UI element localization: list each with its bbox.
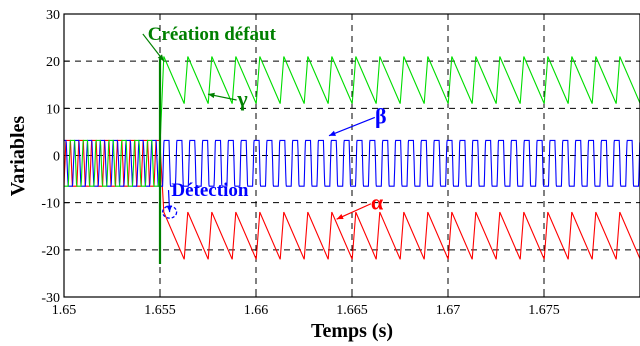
x-tick-label: 1.675 (528, 303, 560, 318)
y-tick-label: 10 (46, 102, 60, 117)
annotation-arrowhead (157, 54, 164, 62)
annotation-label: Création défaut (148, 24, 277, 45)
x-tick-label: 1.67 (436, 303, 461, 318)
x-axis-label: Temps (s) (311, 320, 393, 342)
y-tick-label: 0 (53, 150, 60, 165)
tick-labels: 1.65 1.655 1.66 1.665 1.67 1.675 30 20 10 0 -10 -20… (41, 8, 559, 318)
annotation-arrowhead (166, 205, 173, 213)
plot-area-border (63, 13, 640, 298)
annotation-arrow (328, 116, 376, 137)
series-layer (64, 56, 640, 264)
detection-marker (161, 205, 178, 219)
y-tick-label: 30 (46, 8, 60, 23)
y-tick-label: 20 (46, 55, 60, 70)
annotation-arrowhead (336, 214, 344, 220)
series-line-1 (64, 139, 640, 260)
y-tick-label: -10 (41, 197, 60, 212)
annotation-layer: Création défaut γ β Détection α (142, 24, 387, 220)
grid (63, 13, 640, 298)
x-tick-label: 1.65 (52, 303, 77, 318)
plot-frame (63, 13, 640, 298)
x-tick-label: 1.655 (144, 303, 176, 318)
y-axis-label: Variables (7, 116, 29, 197)
annotation-arrowhead (208, 92, 215, 99)
annotation-label: Détection (171, 180, 248, 201)
x-tick-label: 1.665 (336, 303, 368, 318)
y-tick-label: -30 (41, 291, 60, 306)
annotation-label: γ (236, 86, 247, 111)
annotation-label: β (375, 103, 387, 128)
x-tick-label: 1.66 (244, 303, 269, 318)
annotation-arrowhead (328, 130, 336, 136)
y-tick-label: -20 (41, 244, 60, 259)
series-line-3 (64, 56, 640, 187)
annotation-label: α (371, 190, 384, 215)
